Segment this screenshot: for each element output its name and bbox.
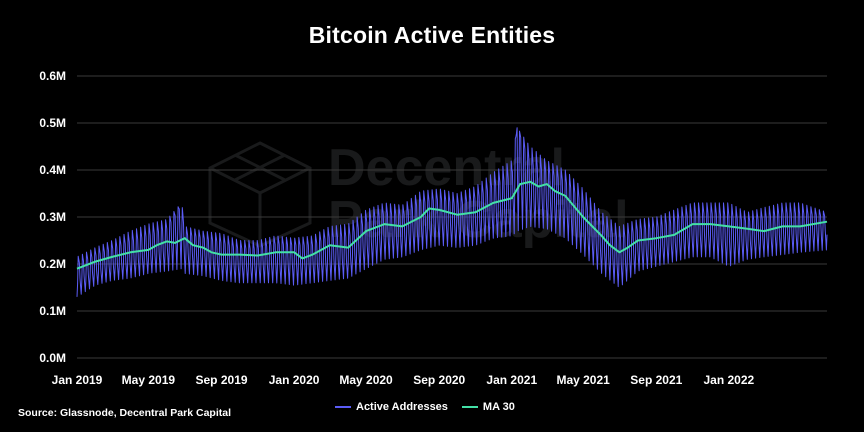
x-tick-label-0: Jan 2019 [52, 373, 103, 387]
legend-swatch-active-addresses [335, 406, 351, 408]
series-line-ma30 [76, 180, 828, 270]
legend-swatch-ma30 [461, 406, 478, 408]
x-tick-label-3: Jan 2020 [269, 373, 320, 387]
legend-label-ma30: MA 30 [482, 401, 515, 413]
legend: Active Addresses MA 30 [335, 401, 529, 413]
y-tick-label-4: 0.4M [39, 163, 66, 177]
legend-item-ma30: MA 30 [461, 401, 515, 413]
x-tick-label-9: Jan 2022 [704, 373, 755, 387]
y-axis: 0.0M 0.1M 0.2M 0.3M 0.4M 0.5M 0.6M [39, 69, 66, 365]
x-tick-label-2: Sep 2019 [196, 373, 248, 387]
x-tick-label-1: May 2019 [122, 373, 176, 387]
x-tick-label-7: May 2021 [556, 373, 610, 387]
y-tick-label-1: 0.1M [39, 304, 66, 318]
series-line-active-addresses [76, 127, 828, 297]
y-tick-label-0: 0.0M [39, 351, 66, 365]
y-tick-label-5: 0.5M [39, 116, 66, 130]
y-tick-label-6: 0.6M [39, 69, 66, 83]
x-axis: Jan 2019 May 2019 Sep 2019 Jan 2020 May 2020… [52, 373, 755, 387]
x-tick-label-8: Sep 2021 [630, 373, 682, 387]
watermark: Decentral Park Capital [200, 138, 670, 248]
plot-area [76, 127, 828, 297]
x-tick-label-4: May 2020 [339, 373, 393, 387]
legend-item-active-addresses: Active Addresses [335, 401, 448, 413]
chart-title: Bitcoin Active Entities [308, 22, 556, 48]
legend-label-active-addresses: Active Addresses [356, 401, 448, 413]
source-note: Source: Glassnode, Decentral Park Capita… [18, 407, 231, 419]
x-tick-label-5: Sep 2020 [413, 373, 465, 387]
x-tick-label-6: Jan 2021 [486, 373, 537, 387]
y-tick-label-2: 0.2M [39, 257, 66, 271]
cube-logo-icon [208, 141, 312, 248]
y-tick-label-3: 0.3M [39, 210, 66, 224]
